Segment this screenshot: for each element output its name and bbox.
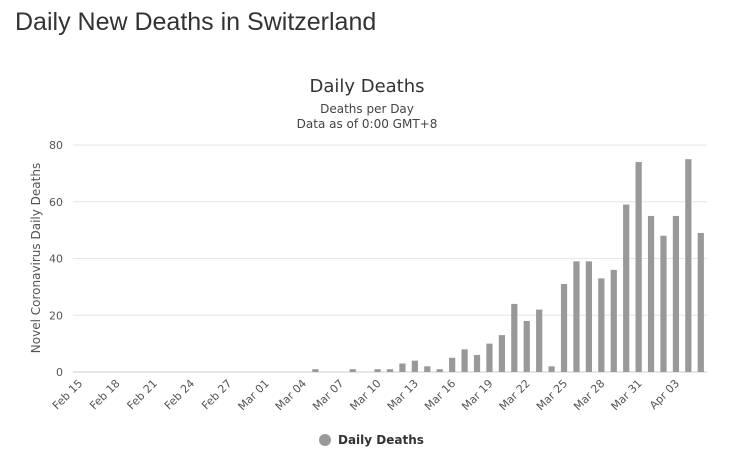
x-tick-label: Feb 18 [87,377,122,412]
bar[interactable] [610,269,617,372]
page-title: Daily New Deaths in Switzerland [15,8,377,36]
x-tick-label: Mar 28 [571,377,607,413]
bar[interactable] [623,204,630,372]
chart-subtitle-2: Data as of 0:00 GMT+8 [297,117,438,131]
x-tick-label: Mar 25 [534,377,570,413]
chart-title: Daily Deaths [309,76,424,97]
x-tick-label: Mar 07 [310,377,346,413]
bar[interactable] [374,369,381,372]
x-tick-label: Mar 04 [273,377,309,413]
bar[interactable] [548,366,555,372]
bar[interactable] [660,235,667,372]
x-tick-label: Mar 13 [385,377,421,413]
bar[interactable] [498,335,505,372]
bar[interactable] [486,343,493,372]
bar[interactable] [399,363,406,372]
y-tick-label: 40 [49,253,63,266]
bar[interactable] [523,320,530,372]
x-axis: Feb 15 Feb 18 Feb 21 Feb 24 Feb 27 Mar 01 Mar … [50,377,682,413]
y-axis: 0 20 40 60 80 [49,139,63,379]
x-tick-label: Feb 24 [162,377,197,412]
bar[interactable] [672,215,680,372]
bar[interactable] [312,369,319,372]
x-tick-label: Feb 27 [199,377,234,412]
chart-subtitle-1: Deaths per Day [320,102,414,116]
bar-series [312,159,704,372]
legend-label: Daily Deaths [338,433,424,447]
bar[interactable] [573,261,580,372]
bar[interactable] [436,369,443,372]
x-tick-label: Mar 19 [459,377,495,413]
bar[interactable] [697,232,704,372]
bar[interactable] [511,303,518,372]
bar[interactable] [424,366,431,372]
x-tick-label: Apr 03 [647,377,682,412]
bar[interactable] [386,369,394,372]
bar[interactable] [647,215,655,372]
x-tick-label: Mar 10 [347,377,383,413]
y-axis-title: Novel Coronavirus Daily Deaths [29,163,43,353]
bar[interactable] [585,261,593,372]
x-tick-label: Mar 01 [236,377,272,413]
x-tick-label: Mar 31 [609,377,645,413]
x-tick-label: Mar 22 [497,377,533,413]
bar[interactable] [536,309,543,372]
bar[interactable] [411,360,418,372]
legend[interactable]: Daily Deaths [319,433,424,447]
bar[interactable] [685,159,692,372]
y-tick-label: 0 [56,366,63,379]
y-tick-label: 20 [49,309,63,322]
bar[interactable] [449,357,456,372]
bar[interactable] [349,369,356,372]
y-tick-label: 80 [49,139,63,152]
legend-marker [319,434,331,446]
y-tick-label: 60 [49,196,63,209]
bar[interactable] [598,278,605,372]
bar[interactable] [461,349,468,372]
bar[interactable] [473,354,481,372]
x-tick-label: Feb 21 [125,377,160,412]
x-tick-label: Feb 15 [50,377,85,412]
bar[interactable] [635,162,642,372]
bar[interactable] [560,284,568,372]
x-tick-label: Mar 16 [422,377,458,413]
